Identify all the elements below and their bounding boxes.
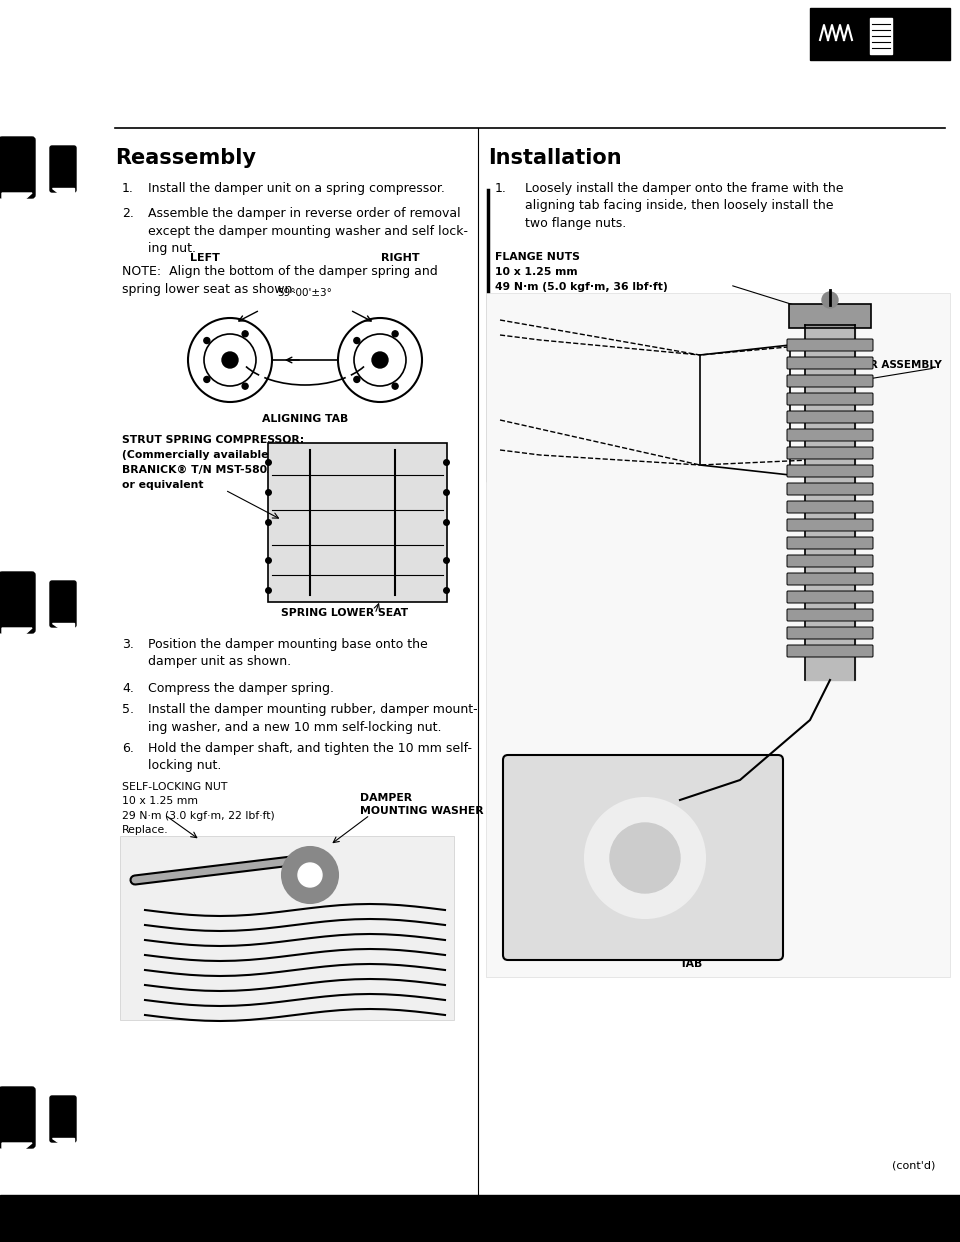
Text: 4.: 4. xyxy=(122,682,133,696)
FancyBboxPatch shape xyxy=(268,443,447,602)
Text: 59°00'±3°: 59°00'±3° xyxy=(277,288,332,298)
Circle shape xyxy=(354,338,360,344)
Text: RIGHT: RIGHT xyxy=(381,253,420,263)
Text: 18-19: 18-19 xyxy=(764,1206,835,1226)
Polygon shape xyxy=(52,623,74,638)
Text: STRUT SPRING COMPRESSOR:
(Commercially available)
BRANICK® T/N MST-580A, T/N 720: STRUT SPRING COMPRESSOR: (Commercially a… xyxy=(122,435,343,489)
Text: Hold the damper shaft, and tighten the 10 mm self-
locking nut.: Hold the damper shaft, and tighten the 1… xyxy=(148,741,472,773)
FancyBboxPatch shape xyxy=(787,428,873,441)
FancyBboxPatch shape xyxy=(0,1195,960,1242)
FancyBboxPatch shape xyxy=(787,609,873,621)
Text: 2.: 2. xyxy=(122,207,133,220)
FancyBboxPatch shape xyxy=(787,591,873,604)
FancyBboxPatch shape xyxy=(50,1095,76,1141)
Text: ALIGNING
TAB: ALIGNING TAB xyxy=(680,945,739,969)
Circle shape xyxy=(610,823,680,893)
Text: Loosely install the damper onto the frame with the
aligning tab facing inside, t: Loosely install the damper onto the fram… xyxy=(525,183,844,230)
FancyBboxPatch shape xyxy=(503,755,783,960)
FancyBboxPatch shape xyxy=(787,339,873,351)
Text: carmanualsonline.info: carmanualsonline.info xyxy=(426,1226,534,1236)
FancyBboxPatch shape xyxy=(810,7,950,60)
Polygon shape xyxy=(2,628,32,655)
FancyBboxPatch shape xyxy=(787,447,873,460)
Text: ALIGNING TAB: ALIGNING TAB xyxy=(262,414,348,424)
Polygon shape xyxy=(2,1143,32,1167)
Polygon shape xyxy=(2,193,32,220)
Circle shape xyxy=(392,330,398,337)
Text: Position the damper mounting base onto the
damper unit as shown.: Position the damper mounting base onto t… xyxy=(148,638,428,668)
Text: SELF-LOCKING NUT
10 x 1.25 mm
29 N·m (3.0 kgf·m, 22 lbf·ft)
Replace.: SELF-LOCKING NUT 10 x 1.25 mm 29 N·m (3.… xyxy=(122,782,275,835)
FancyBboxPatch shape xyxy=(787,465,873,477)
Text: Assemble the damper in reverse order of removal
except the damper mounting washe: Assemble the damper in reverse order of … xyxy=(148,207,468,255)
Text: 3.: 3. xyxy=(122,638,133,651)
FancyBboxPatch shape xyxy=(870,17,892,53)
FancyBboxPatch shape xyxy=(787,411,873,424)
FancyBboxPatch shape xyxy=(787,375,873,388)
FancyBboxPatch shape xyxy=(787,537,873,549)
FancyBboxPatch shape xyxy=(787,356,873,369)
Circle shape xyxy=(392,384,398,389)
FancyBboxPatch shape xyxy=(787,573,873,585)
FancyBboxPatch shape xyxy=(50,581,76,627)
Circle shape xyxy=(242,330,248,337)
Circle shape xyxy=(204,376,210,383)
Text: NOTE:  Align the bottom of the damper spring and
spring lower seat as shown.: NOTE: Align the bottom of the damper spr… xyxy=(122,265,438,296)
Circle shape xyxy=(298,863,322,887)
Circle shape xyxy=(372,351,388,368)
FancyBboxPatch shape xyxy=(789,304,871,328)
Text: (cont'd): (cont'd) xyxy=(892,1160,935,1170)
Circle shape xyxy=(354,376,360,383)
Polygon shape xyxy=(52,1138,74,1153)
Text: FLANGE NUTS
10 x 1.25 mm
49 N·m (5.0 kgf·m, 36 lbf·ft): FLANGE NUTS 10 x 1.25 mm 49 N·m (5.0 kgf… xyxy=(495,252,668,292)
Text: Install the damper unit on a spring compressor.: Install the damper unit on a spring comp… xyxy=(148,183,444,195)
Text: DAMPER
MOUNTING WASHER: DAMPER MOUNTING WASHER xyxy=(360,792,484,816)
Text: SPRING LOWER SEAT: SPRING LOWER SEAT xyxy=(281,609,409,619)
Polygon shape xyxy=(52,188,74,205)
Text: Installation: Installation xyxy=(488,148,622,168)
FancyBboxPatch shape xyxy=(0,573,35,633)
Circle shape xyxy=(282,847,338,903)
Circle shape xyxy=(204,338,210,344)
Polygon shape xyxy=(805,325,855,681)
FancyBboxPatch shape xyxy=(0,1087,35,1148)
FancyBboxPatch shape xyxy=(787,483,873,496)
Text: 1.: 1. xyxy=(495,183,507,195)
Text: 1.: 1. xyxy=(122,183,133,195)
Circle shape xyxy=(585,799,705,918)
FancyBboxPatch shape xyxy=(787,501,873,513)
Text: LEFT: LEFT xyxy=(190,253,220,263)
FancyBboxPatch shape xyxy=(120,836,454,1020)
Circle shape xyxy=(242,384,248,389)
Text: Install the damper mounting rubber, damper mount-
ing washer, and a new 10 mm se: Install the damper mounting rubber, damp… xyxy=(148,703,478,734)
FancyBboxPatch shape xyxy=(787,627,873,638)
Circle shape xyxy=(822,292,838,308)
FancyBboxPatch shape xyxy=(486,293,950,977)
Text: Reassembly: Reassembly xyxy=(115,148,256,168)
Text: Compress the damper spring.: Compress the damper spring. xyxy=(148,682,334,696)
FancyBboxPatch shape xyxy=(787,519,873,532)
Circle shape xyxy=(222,351,238,368)
FancyBboxPatch shape xyxy=(787,555,873,568)
FancyBboxPatch shape xyxy=(787,645,873,657)
Text: DAMPER ASSEMBLY: DAMPER ASSEMBLY xyxy=(828,360,942,370)
FancyBboxPatch shape xyxy=(0,137,35,197)
FancyBboxPatch shape xyxy=(50,147,76,193)
Text: 5.: 5. xyxy=(122,703,134,715)
Text: 6.: 6. xyxy=(122,741,133,755)
FancyBboxPatch shape xyxy=(787,392,873,405)
